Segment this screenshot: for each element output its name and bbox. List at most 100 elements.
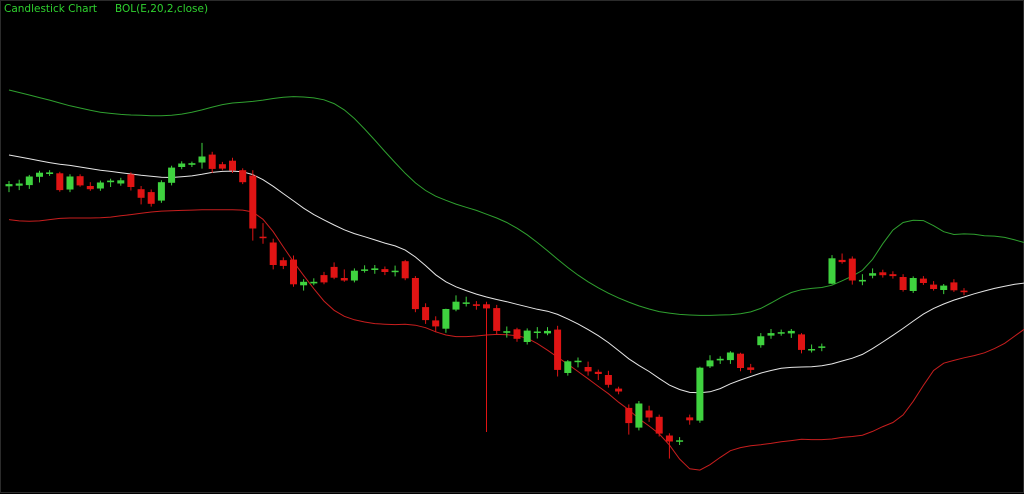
- candle-up[interactable]: [462, 296, 470, 307]
- candle-up[interactable]: [777, 329, 785, 336]
- candle-down[interactable]: [615, 386, 623, 395]
- candle-up[interactable]: [96, 180, 104, 191]
- candle-up[interactable]: [361, 265, 369, 273]
- candle-up[interactable]: [726, 351, 734, 364]
- candle-up[interactable]: [523, 328, 531, 345]
- candle-down[interactable]: [269, 238, 277, 270]
- candle-up[interactable]: [503, 326, 511, 338]
- candle-up[interactable]: [828, 255, 836, 285]
- candle-down[interactable]: [137, 186, 145, 205]
- candle-down[interactable]: [483, 301, 490, 432]
- candle-down[interactable]: [950, 279, 958, 292]
- candle-down[interactable]: [56, 171, 64, 192]
- candle-down[interactable]: [290, 255, 297, 287]
- candle-body: [147, 192, 155, 204]
- candle-down[interactable]: [848, 256, 856, 285]
- candle-up[interactable]: [15, 179, 23, 191]
- candle-down[interactable]: [422, 303, 430, 324]
- candle-down[interactable]: [604, 370, 612, 388]
- candle-down[interactable]: [919, 276, 927, 285]
- candle-up[interactable]: [25, 174, 33, 189]
- candle-up[interactable]: [66, 174, 74, 193]
- candle-up[interactable]: [198, 142, 206, 169]
- candle-up[interactable]: [5, 181, 13, 193]
- candle-up[interactable]: [716, 356, 724, 364]
- candle-up[interactable]: [46, 170, 54, 176]
- candle-up[interactable]: [635, 401, 643, 431]
- candle-down[interactable]: [493, 304, 501, 335]
- candle-up[interactable]: [909, 276, 917, 293]
- candle-up[interactable]: [168, 165, 176, 186]
- candle-up[interactable]: [858, 274, 866, 286]
- candle-down[interactable]: [838, 253, 846, 264]
- candle-up[interactable]: [452, 295, 460, 312]
- candle-down[interactable]: [686, 414, 694, 425]
- candle-up[interactable]: [574, 357, 582, 368]
- candle-down[interactable]: [411, 276, 419, 313]
- candle-up[interactable]: [350, 268, 358, 283]
- candle-up[interactable]: [310, 278, 318, 286]
- candle-down[interactable]: [930, 281, 938, 291]
- candle-body: [818, 346, 826, 348]
- candle-up[interactable]: [869, 268, 877, 279]
- candle-down[interactable]: [259, 223, 267, 244]
- candle-down[interactable]: [320, 271, 328, 285]
- candle-down[interactable]: [747, 363, 755, 374]
- candle-down[interactable]: [381, 266, 389, 276]
- candle-body: [361, 269, 369, 271]
- candle-down[interactable]: [879, 269, 887, 278]
- candle-up[interactable]: [564, 360, 572, 376]
- candle-down[interactable]: [584, 361, 592, 376]
- candle-up[interactable]: [757, 333, 765, 348]
- candle-up[interactable]: [300, 279, 308, 291]
- candle-up[interactable]: [787, 329, 795, 338]
- candle-up[interactable]: [818, 343, 826, 352]
- candle-up[interactable]: [940, 284, 948, 295]
- candle-down[interactable]: [513, 327, 521, 342]
- candle-up[interactable]: [767, 329, 775, 339]
- candle-up[interactable]: [533, 327, 541, 339]
- candle-down[interactable]: [554, 325, 562, 377]
- candle-up[interactable]: [706, 355, 714, 368]
- candle-down[interactable]: [665, 433, 673, 459]
- candle-down[interactable]: [625, 404, 633, 435]
- candle-up[interactable]: [442, 308, 450, 333]
- candle-down[interactable]: [401, 259, 409, 281]
- candle-down[interactable]: [330, 262, 338, 280]
- candle-up[interactable]: [808, 344, 816, 353]
- candle-down[interactable]: [279, 257, 287, 270]
- candle-down[interactable]: [340, 269, 348, 282]
- candle-down[interactable]: [239, 168, 247, 185]
- candle-down[interactable]: [218, 161, 226, 171]
- candle-up[interactable]: [188, 161, 196, 167]
- candle-down[interactable]: [737, 352, 744, 372]
- candle-down[interactable]: [208, 151, 216, 173]
- candle-body: [930, 284, 938, 289]
- candle-down[interactable]: [249, 170, 257, 241]
- candle-down[interactable]: [472, 301, 480, 310]
- candle-down[interactable]: [76, 174, 84, 187]
- candle-down[interactable]: [960, 288, 968, 296]
- candle-down[interactable]: [147, 189, 155, 207]
- candle-down[interactable]: [127, 172, 135, 191]
- candle-up[interactable]: [157, 180, 165, 203]
- candle-down[interactable]: [645, 405, 653, 422]
- candle-up[interactable]: [544, 327, 551, 336]
- candle-up[interactable]: [117, 177, 125, 186]
- candle-up[interactable]: [107, 178, 115, 187]
- candle-down[interactable]: [798, 333, 805, 354]
- candle-down[interactable]: [899, 274, 907, 292]
- candle-up[interactable]: [676, 437, 684, 445]
- candle-up[interactable]: [36, 170, 43, 183]
- candle-down[interactable]: [432, 316, 440, 333]
- candle-up[interactable]: [696, 366, 704, 423]
- candle-up[interactable]: [391, 265, 399, 277]
- candle-down[interactable]: [655, 414, 663, 437]
- candle-down[interactable]: [594, 369, 602, 380]
- candle-down[interactable]: [229, 157, 236, 173]
- candle-down[interactable]: [86, 182, 94, 191]
- candle-up[interactable]: [178, 161, 186, 170]
- candle-up[interactable]: [371, 265, 379, 274]
- candle-down[interactable]: [889, 271, 897, 279]
